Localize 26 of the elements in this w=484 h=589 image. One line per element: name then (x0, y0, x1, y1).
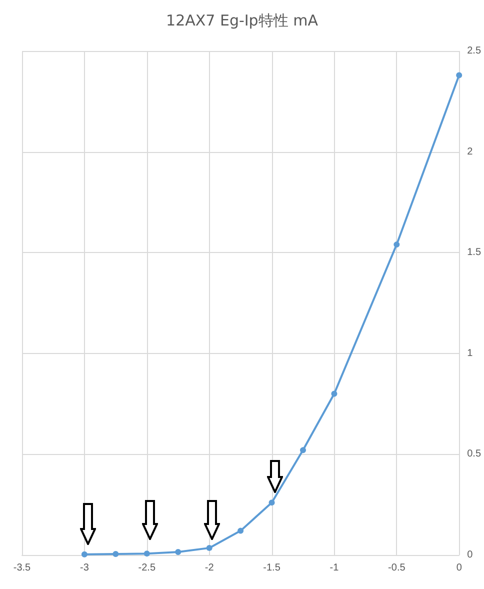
point (300, 447, 306, 454)
y-tick-label: 0.5 (467, 448, 482, 460)
x-tick-label: -0.5 (388, 562, 406, 574)
point (175, 548, 182, 555)
point (268, 500, 275, 506)
x-tick-label: -2 (204, 562, 214, 574)
point (81, 551, 88, 558)
point (331, 390, 338, 397)
point (238, 528, 244, 534)
point (456, 72, 462, 78)
point (394, 242, 400, 248)
x-tick-label: -3 (80, 562, 90, 574)
y-tick-label: 0 (467, 550, 474, 560)
y-tick-label: 2.5 (467, 46, 482, 56)
y-tick-label: 1 (467, 348, 474, 359)
x-tick-label: -3.5 (13, 562, 32, 574)
y-tick-label: 1.5 (467, 247, 482, 258)
chart-title: 12AX7 Eg-Ip特性 mA (166, 12, 319, 30)
x-tick-label: -1.5 (263, 562, 281, 574)
x-tick-label: -2.5 (138, 562, 156, 574)
y-tick-label: 2 (467, 146, 474, 158)
x-tick-label: -1 (330, 562, 340, 574)
point (206, 544, 212, 551)
point (112, 550, 119, 557)
x-tick-label: 0 (456, 562, 462, 574)
point (144, 550, 150, 557)
